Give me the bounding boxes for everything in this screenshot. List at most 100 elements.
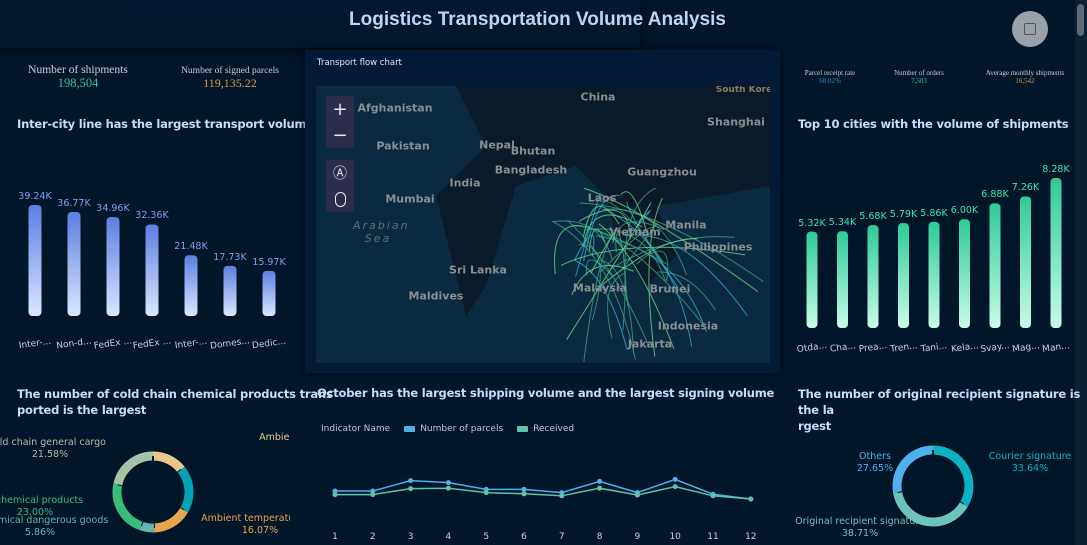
data-point[interactable]: [408, 478, 414, 484]
pie-label: Courier signature 33.64%: [975, 451, 1085, 475]
x-tick-label: 6: [521, 532, 527, 542]
legend-item[interactable]: Number of parcels: [404, 424, 503, 434]
bar[interactable]: [28, 205, 42, 316]
bar[interactable]: [806, 231, 818, 328]
transport-flow-map[interactable]: + − Ⓐ China Afghanistan Pakistan Nepal Bhuta…: [316, 86, 770, 363]
kpi-label: Number of orders: [894, 69, 944, 77]
legend-item[interactable]: Received: [517, 424, 574, 434]
slice-name: n chemical dangerous goods: [0, 515, 109, 526]
flow-arc: [578, 209, 631, 240]
bar[interactable]: [1020, 196, 1031, 328]
data-point[interactable]: [672, 484, 678, 490]
legend-title: Indicator Name: [321, 424, 391, 434]
data-point[interactable]: [710, 493, 716, 499]
data-point[interactable]: [408, 486, 414, 492]
data-point[interactable]: [672, 476, 678, 482]
flow-arc: [583, 194, 621, 261]
bar-data-label: 34.96K: [96, 203, 130, 215]
donut-slice[interactable]: [113, 451, 154, 486]
data-point[interactable]: [370, 492, 376, 498]
kpi-signed-parcels: Number of signed parcels 119,135.22: [170, 66, 290, 91]
map-label: Shanghai: [707, 115, 765, 129]
data-point[interactable]: [597, 478, 603, 484]
data-point[interactable]: [748, 496, 754, 502]
bar-data-label: 5.86K: [920, 207, 948, 219]
flow-arc: [657, 271, 716, 311]
compass-icon[interactable]: Ⓐ: [333, 166, 347, 182]
donut-slice[interactable]: [152, 451, 185, 473]
bar[interactable]: [106, 217, 120, 316]
flow-arc: [598, 223, 675, 350]
bar[interactable]: [837, 231, 848, 328]
bar[interactable]: [67, 211, 81, 316]
bar[interactable]: [223, 265, 237, 316]
flow-arc: [621, 223, 658, 270]
bar[interactable]: [1050, 178, 1062, 328]
data-point[interactable]: [445, 485, 451, 491]
data-point[interactable]: [521, 491, 527, 497]
slice-percent: 21.58%: [31, 449, 69, 460]
bar[interactable]: [262, 270, 276, 316]
zoom-out-button[interactable]: −: [332, 124, 348, 146]
fullscreen-button[interactable]: [1012, 11, 1048, 47]
bar[interactable]: [898, 223, 909, 328]
kpi-value: 198,504: [57, 76, 99, 90]
bar[interactable]: [184, 255, 198, 316]
map-label: Arabian Sea: [353, 219, 410, 245]
scrollbar-thumb[interactable]: [1077, 4, 1084, 36]
data-point[interactable]: [634, 492, 640, 498]
slice-name: old chain general cargo: [0, 437, 106, 448]
line-series[interactable]: [335, 478, 751, 500]
donut-slice[interactable]: [893, 491, 968, 527]
scrollbar[interactable]: [1075, 0, 1087, 545]
x-tick-label: 5: [483, 532, 490, 542]
slice-percent: 33.64%: [1011, 463, 1049, 474]
mouse-icon[interactable]: [326, 186, 354, 212]
map-label: Malaysia: [572, 281, 628, 295]
bar-data-label: 17.73K: [213, 251, 247, 263]
donut-slice[interactable]: [932, 445, 974, 507]
data-point[interactable]: [559, 493, 565, 499]
x-tick-label: 9: [634, 532, 641, 542]
bar-data-label: 7.26K: [1011, 182, 1040, 194]
x-tick-label: 4: [445, 532, 452, 542]
kpi-monthly: Average monthly shipments 16,542: [980, 69, 1070, 85]
bar-data-label: 5.34K: [828, 217, 857, 229]
bar-data-label: 8.28K: [1042, 164, 1070, 175]
data-point[interactable]: [597, 485, 603, 491]
flow-arc: [604, 208, 693, 347]
data-point[interactable]: [483, 490, 489, 496]
donut-slice[interactable]: [892, 445, 934, 493]
flow-arc: [579, 202, 764, 282]
flow-arc: [635, 250, 669, 282]
x-tick-label: 11: [707, 532, 719, 542]
donut-slice[interactable]: [112, 483, 143, 531]
bar[interactable]: [928, 221, 940, 328]
donut-slice[interactable]: [153, 507, 188, 533]
map-label: Indonesia: [657, 319, 719, 333]
zoom-in-button[interactable]: +: [332, 98, 348, 120]
line-series[interactable]: [335, 485, 751, 500]
slice-name: Ambient temperature che: [259, 432, 290, 443]
data-point[interactable]: [521, 486, 527, 492]
bar[interactable]: [145, 224, 159, 316]
donut-slice[interactable]: [177, 466, 194, 513]
data-point[interactable]: [332, 488, 338, 494]
kpi-orders: Number of orders 7,503: [880, 69, 958, 85]
kpi-value: 119,135.22: [203, 76, 257, 90]
bar[interactable]: [959, 219, 970, 328]
legend-label: Number of parcels: [420, 424, 504, 434]
x-tick-label: 7: [558, 532, 565, 542]
map-label: Pakistan: [376, 139, 430, 153]
kpi-label: Parcel receipt rate: [804, 69, 856, 77]
donut-slice[interactable]: [139, 521, 155, 533]
bar[interactable]: [989, 203, 1001, 328]
bar[interactable]: [867, 225, 879, 328]
slice-gap: [179, 507, 185, 512]
slice-percent: 5.86%: [24, 527, 56, 538]
data-point[interactable]: [370, 488, 376, 494]
data-point[interactable]: [332, 492, 338, 498]
data-point[interactable]: [445, 480, 451, 486]
header-bar: [0, 0, 640, 48]
